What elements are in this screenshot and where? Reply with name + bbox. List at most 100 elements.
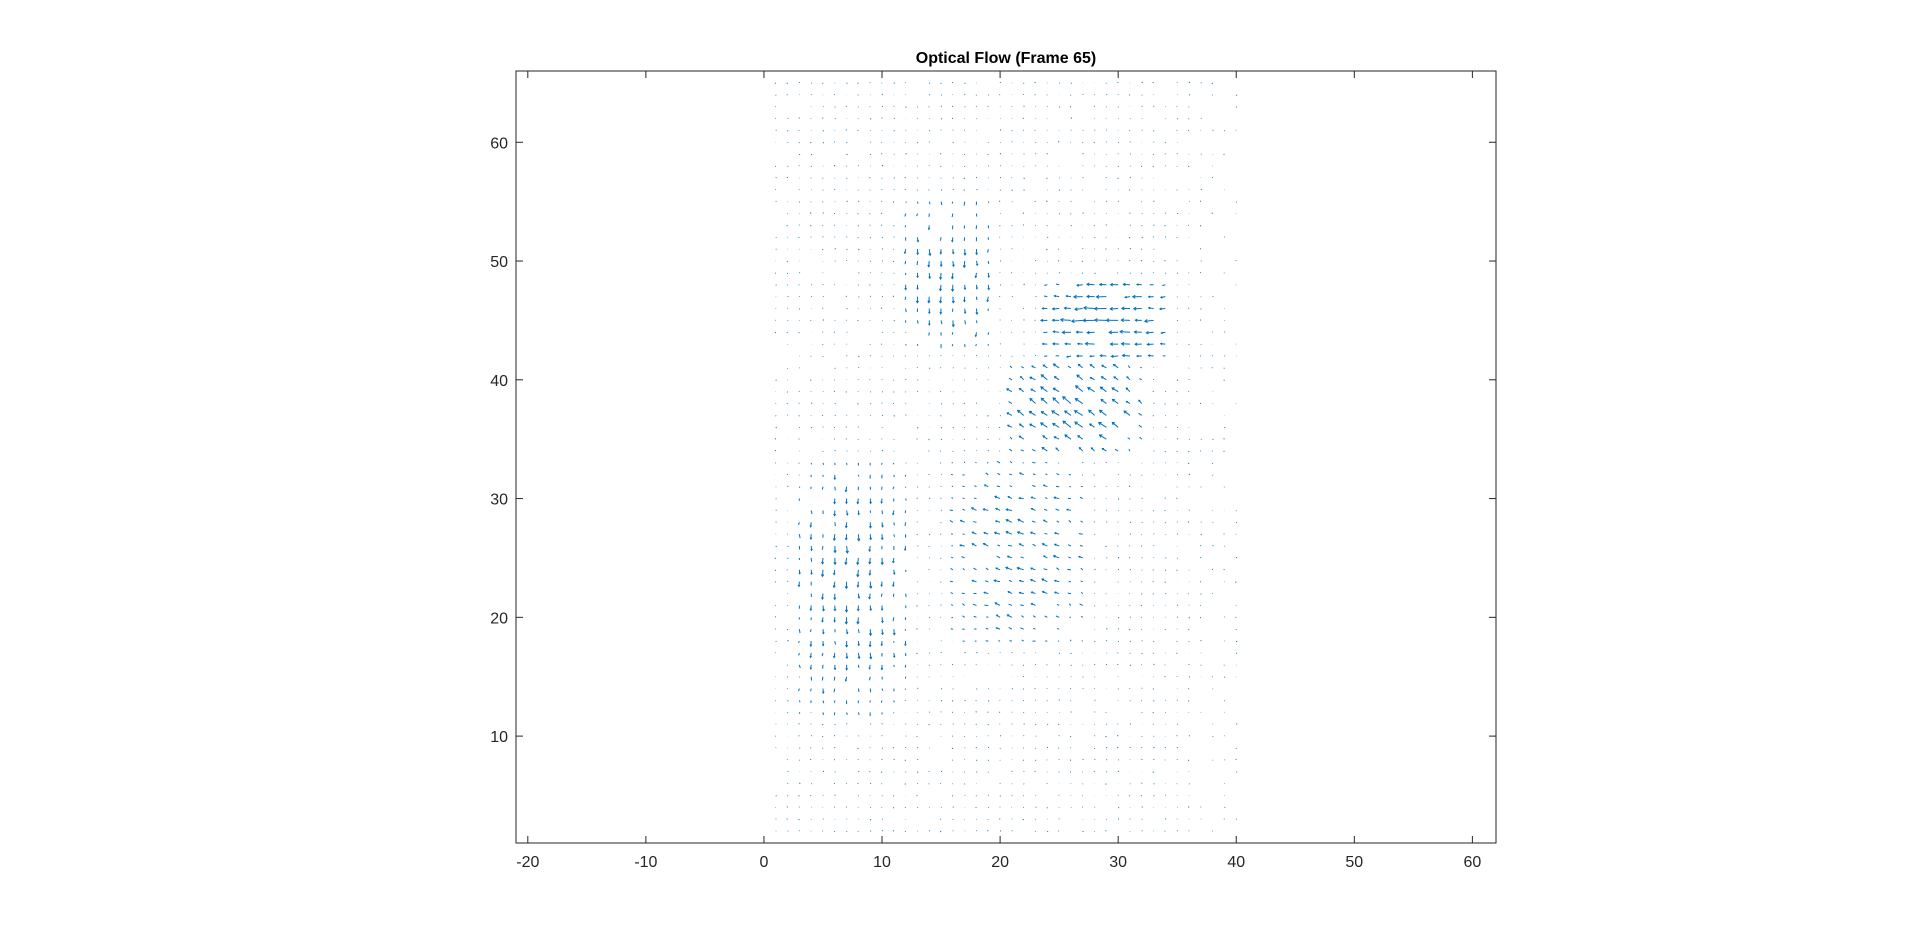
flow-arrow — [798, 700, 801, 703]
flow-arrow — [1199, 616, 1202, 619]
flow-arrow — [1099, 434, 1107, 440]
flow-arrowhead — [869, 501, 872, 505]
flow-arrow — [951, 201, 954, 204]
flow-arrowhead — [1134, 318, 1138, 322]
flow-arrow — [1094, 711, 1096, 713]
flow-arrow — [1153, 533, 1155, 535]
flow-arrowhead — [928, 276, 932, 280]
flow-arrowhead — [963, 252, 967, 256]
flow-arrowhead — [844, 621, 848, 625]
flow-arrowhead — [868, 549, 872, 553]
flow-arrowhead — [982, 542, 986, 546]
flow-arrowhead — [1029, 578, 1033, 582]
flow-arrow — [858, 248, 860, 251]
flow-arrow — [857, 403, 859, 405]
flow-arrow — [857, 236, 859, 239]
flow-arrow — [1082, 212, 1084, 214]
flow-arrow — [845, 295, 847, 297]
flow-arrowhead — [809, 655, 812, 659]
y-axis: 10 20 30 40 50 60 — [490, 135, 1496, 746]
flow-arrow — [774, 331, 777, 334]
flow-arrowhead — [880, 643, 883, 647]
flow-arrowhead — [1040, 374, 1045, 378]
flow-arrow — [1075, 398, 1084, 404]
flow-arrow — [1117, 663, 1119, 666]
flow-arrow — [1089, 423, 1095, 428]
flow-arrow — [1235, 723, 1238, 725]
flow-arrow — [1032, 484, 1036, 488]
flow-arrowhead — [1064, 434, 1068, 438]
flow-arrow — [904, 759, 907, 762]
flow-arrow — [1094, 272, 1096, 274]
flow-arrowhead — [1041, 590, 1045, 594]
flow-arrowhead — [1159, 296, 1163, 299]
flow-arrow — [940, 320, 943, 325]
flow-arrowhead — [1074, 307, 1078, 312]
flow-arrow — [951, 81, 954, 84]
flow-arrow — [821, 569, 824, 577]
flow-arrow — [928, 260, 930, 267]
flow-arrow — [1008, 603, 1013, 606]
flow-arrow — [1076, 374, 1084, 381]
flow-arrowhead — [844, 525, 848, 529]
flow-arrow — [1152, 771, 1154, 773]
flow-arrow — [1009, 365, 1013, 369]
flow-arrowhead — [1030, 388, 1033, 392]
flow-arrowhead — [904, 548, 907, 552]
flow-arrow — [1128, 236, 1131, 239]
flow-arrow — [1176, 533, 1179, 535]
flow-arrow — [1011, 189, 1013, 191]
flow-arrow — [1062, 396, 1072, 404]
flow-arrow — [892, 462, 895, 465]
flow-arrow — [858, 355, 860, 358]
flow-arrowhead — [856, 621, 860, 625]
flow-arrow — [1041, 411, 1048, 416]
flow-arrowhead — [1088, 409, 1092, 414]
flow-arrowhead — [971, 543, 974, 546]
flow-arrow — [1129, 723, 1132, 725]
flow-arrow — [857, 688, 860, 693]
flow-arrowhead — [1052, 397, 1057, 401]
flow-arrowhead — [846, 513, 849, 516]
flow-arrowhead — [995, 627, 998, 630]
flow-arrowhead — [844, 489, 848, 493]
flow-arrow — [1040, 422, 1048, 428]
flow-arrow — [1008, 579, 1013, 583]
flow-arrowhead — [809, 608, 813, 612]
flow-arrowhead — [951, 251, 955, 255]
flow-arrowhead — [1030, 591, 1033, 594]
flow-arrow — [1212, 544, 1214, 547]
flow-arrow — [940, 201, 943, 206]
flow-arrowhead — [927, 227, 931, 231]
flow-arrowhead — [1075, 330, 1079, 334]
flow-arrowhead — [983, 591, 986, 594]
flow-arrow — [1112, 399, 1119, 404]
flow-arrowhead — [892, 560, 895, 564]
flow-arrow — [916, 605, 918, 607]
flow-arrow — [833, 688, 836, 693]
x-tick-label: 40 — [1227, 854, 1245, 871]
flow-arrow — [940, 165, 942, 168]
flow-arrow — [1235, 640, 1238, 643]
flow-arrowhead — [844, 537, 848, 541]
flow-arrowhead — [1053, 496, 1057, 500]
flow-arrow — [1053, 363, 1060, 369]
flow-arrowhead — [845, 550, 849, 554]
flow-arrowhead — [975, 312, 979, 316]
flow-arrow — [1046, 200, 1048, 203]
flow-arrowhead — [1053, 543, 1057, 546]
flow-arrowhead — [950, 276, 954, 280]
flow-arrow — [881, 93, 883, 96]
flow-arrow — [1099, 409, 1107, 416]
flow-arrow — [846, 712, 848, 715]
flow-arrow — [1165, 818, 1167, 820]
flow-arrow — [1062, 420, 1072, 428]
flow-arrow — [798, 652, 800, 656]
flow-arrow — [1020, 556, 1024, 559]
flow-arrow — [1223, 818, 1225, 820]
flow-arrow — [1070, 225, 1072, 227]
flow-arrow — [775, 379, 777, 381]
flow-arrow — [940, 557, 942, 559]
flow-arrow — [1070, 117, 1073, 119]
flow-arrowhead — [857, 513, 860, 516]
